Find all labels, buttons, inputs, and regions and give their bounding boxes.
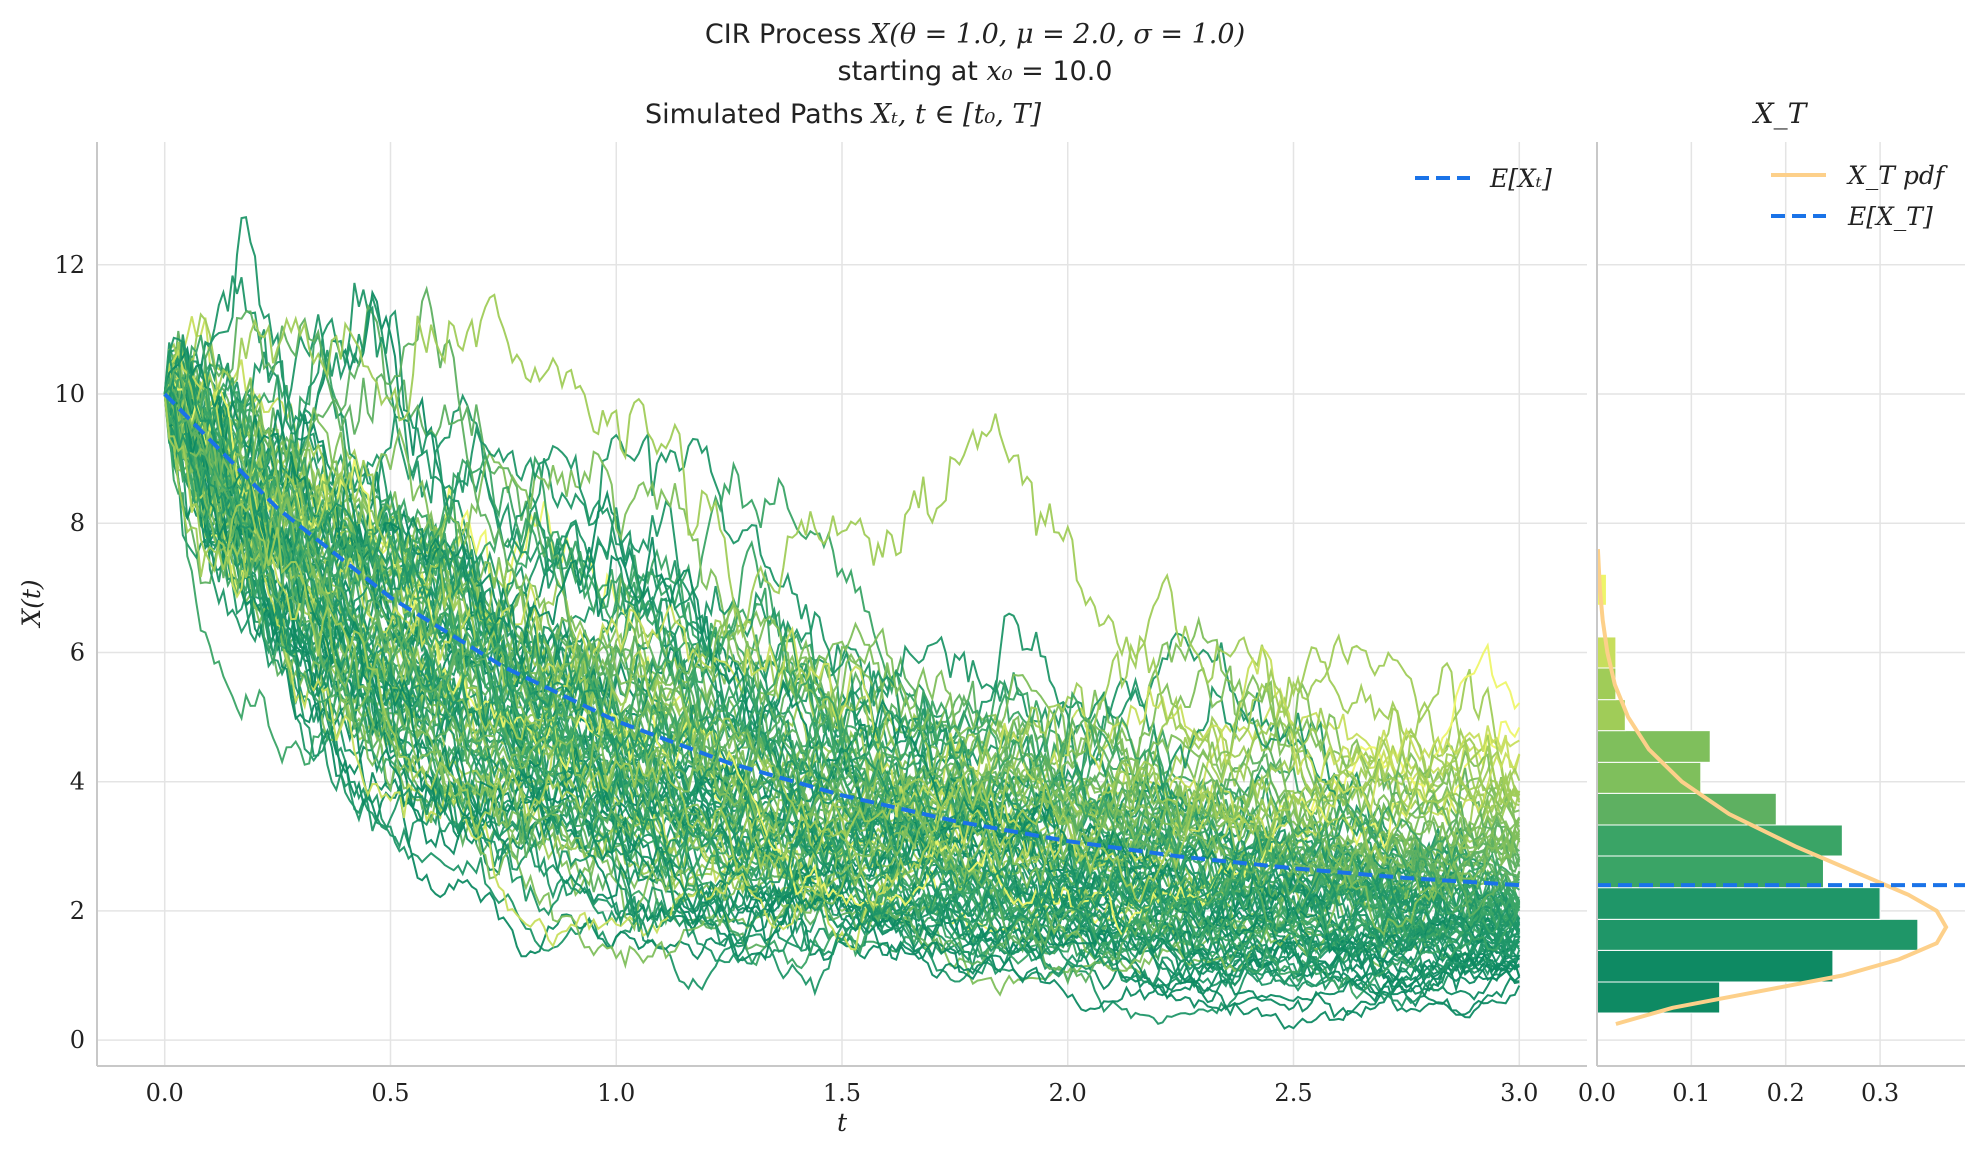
simulated-path (163, 364, 1521, 951)
simulated-path (163, 393, 1521, 886)
simulated-path (163, 376, 1521, 944)
simulated-path (163, 393, 1520, 975)
hist-bar (1596, 699, 1626, 732)
title-line2-math: x₀ = (986, 56, 1043, 87)
hist-bar (1596, 855, 1824, 889)
title-line1-math: X(θ = 1.0, μ = 2.0, σ = 1.0) (868, 19, 1245, 50)
paths-x-label: t (837, 1108, 848, 1137)
x-tick-label: 2.0 (1049, 1079, 1087, 1107)
x-tick-label: 0.5 (371, 1079, 409, 1107)
hist-ticks: 0.0 0.1 0.2 0.3 (1578, 1079, 1899, 1107)
simulated-path (163, 357, 1521, 989)
hist-x-tick-label: 0.2 (1767, 1079, 1805, 1107)
simulated-path (163, 387, 1521, 951)
y-tick-label: 12 (54, 251, 85, 279)
simulated-path (163, 285, 1521, 936)
legend-pdf-label: X_T pdf (1846, 161, 1948, 190)
y-tick-label: 0 (70, 1026, 85, 1054)
pdf-line (1595, 549, 1949, 1026)
paths-axes: Simulated Paths Xₜ, t ∈ [t₀, T] 0.0 0.5 1.… (17, 99, 1587, 1137)
hist-legend: X_T pdf E[X_T] (1771, 161, 1948, 231)
title-line1-prefix: CIR Process (705, 19, 862, 50)
simulated-path (163, 393, 1521, 905)
paths-ticks: 0.0 0.5 1.0 1.5 2.0 2.5 3.0 0 2 4 6 8 10 12 (54, 251, 1538, 1107)
hist-bar (1596, 761, 1702, 794)
figure-title-line1: CIR Process X(θ = 1.0, μ = 2.0, σ = 1.0) (705, 19, 1245, 50)
x-tick-label: 2.5 (1274, 1079, 1312, 1107)
y-tick-label: 6 (70, 638, 85, 666)
simulated-path (163, 350, 1521, 942)
paths-title-prefix: Simulated Paths (645, 99, 863, 130)
simulated-path (164, 386, 1520, 1019)
paths-axes-title: Simulated Paths Xₜ, t ∈ [t₀, T] (645, 99, 1041, 130)
hist-x-tick-label: 0.0 (1578, 1079, 1616, 1107)
terminal-histogram-axes: X_T 0.0 0.1 0.2 0.3 X_T pdf E[X_T] (1578, 97, 1965, 1107)
hist-axes-title: X_T (1752, 97, 1809, 130)
simulated-paths (163, 216, 1521, 1030)
title-line2-value: 10.0 (1052, 56, 1112, 87)
y-tick-label: 4 (70, 768, 85, 796)
hist-bar (1596, 949, 1834, 983)
simulated-path (163, 393, 1521, 958)
simulated-path (163, 352, 1521, 964)
y-tick-label: 2 (70, 897, 85, 925)
y-tick-label: 8 (70, 509, 85, 537)
hist-bar (1596, 981, 1721, 1014)
legend-mean-label: E[Xₜ] (1489, 164, 1552, 193)
simulated-path (164, 381, 1521, 1019)
paths-legend: E[Xₜ] (1415, 164, 1552, 193)
paths-y-label: X(t) (17, 579, 46, 628)
legend-hist-mean-label: E[X_T] (1847, 202, 1933, 231)
hist-x-tick-label: 0.3 (1861, 1079, 1899, 1107)
hist-bar (1596, 918, 1919, 951)
hist-bar (1596, 792, 1777, 826)
title-line2-prefix: starting at (838, 56, 978, 87)
simulated-path (163, 366, 1521, 918)
simulated-path (163, 393, 1521, 1017)
hist-x-tick-label: 0.1 (1672, 1079, 1710, 1107)
x-tick-label: 1.0 (597, 1079, 635, 1107)
hist-bar (1596, 730, 1711, 763)
simulated-path (163, 393, 1520, 989)
paths-title-math: Xₜ, t ∈ [t₀, T] (870, 99, 1041, 130)
simulated-path (163, 393, 1521, 828)
hist-bar (1596, 887, 1881, 920)
hist-bars (1596, 573, 1919, 1014)
figure-title-line2: starting at x₀ = 10.0 (838, 56, 1113, 87)
simulated-path (163, 377, 1521, 904)
simulated-path (163, 385, 1521, 987)
x-tick-label: 1.5 (823, 1079, 861, 1107)
mean-line (163, 392, 1520, 888)
simulated-path (163, 293, 1521, 806)
x-tick-label: 0.0 (146, 1079, 184, 1107)
simulated-path (163, 393, 1521, 937)
x-tick-label: 3.0 (1500, 1079, 1538, 1107)
simulated-path (163, 393, 1520, 902)
y-tick-label: 10 (54, 380, 85, 408)
